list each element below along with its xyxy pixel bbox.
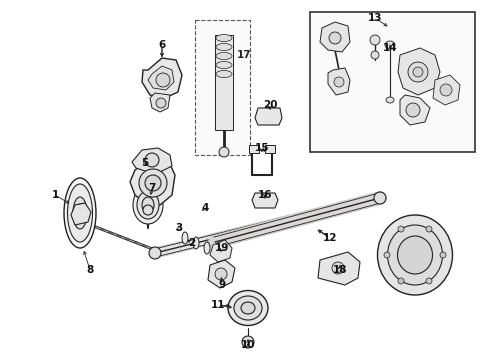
Polygon shape (318, 252, 360, 285)
Ellipse shape (216, 71, 232, 77)
Text: 7: 7 (148, 183, 156, 193)
Bar (195, 20, 250, 155)
Polygon shape (255, 108, 282, 125)
Circle shape (242, 336, 254, 348)
Polygon shape (433, 75, 460, 105)
Ellipse shape (149, 247, 161, 259)
Circle shape (145, 153, 159, 167)
Ellipse shape (142, 197, 154, 213)
Ellipse shape (68, 184, 93, 242)
Ellipse shape (216, 53, 232, 59)
Ellipse shape (385, 41, 395, 49)
Bar (310, 12, 475, 152)
Bar (215, 35, 233, 130)
Circle shape (334, 77, 344, 87)
Text: 12: 12 (323, 233, 337, 243)
Ellipse shape (228, 291, 268, 325)
Circle shape (440, 252, 446, 258)
Text: 20: 20 (263, 100, 277, 110)
Text: 10: 10 (241, 340, 255, 350)
Text: 1: 1 (51, 190, 59, 200)
Text: 18: 18 (333, 265, 347, 275)
Polygon shape (320, 22, 350, 52)
Text: 19: 19 (215, 243, 229, 253)
Polygon shape (400, 95, 430, 125)
Ellipse shape (182, 232, 188, 244)
Ellipse shape (133, 186, 163, 224)
Ellipse shape (388, 225, 442, 285)
Ellipse shape (73, 197, 87, 229)
Circle shape (406, 103, 420, 117)
Circle shape (139, 169, 167, 197)
Circle shape (219, 147, 229, 157)
Circle shape (156, 73, 170, 87)
Circle shape (145, 175, 161, 191)
Text: 8: 8 (86, 265, 94, 275)
Text: 6: 6 (158, 40, 166, 50)
Circle shape (408, 62, 428, 82)
Circle shape (426, 278, 432, 284)
Polygon shape (208, 260, 235, 288)
Polygon shape (130, 158, 175, 205)
Text: 4: 4 (201, 203, 209, 213)
Ellipse shape (193, 237, 199, 249)
Ellipse shape (64, 178, 96, 248)
Bar (249, 145, 259, 153)
Circle shape (329, 32, 341, 44)
Circle shape (398, 278, 404, 284)
Ellipse shape (216, 62, 232, 68)
Polygon shape (132, 148, 172, 172)
Circle shape (143, 205, 153, 215)
Ellipse shape (76, 204, 84, 222)
Text: 14: 14 (383, 43, 397, 53)
Circle shape (332, 262, 344, 274)
Polygon shape (142, 58, 182, 98)
Ellipse shape (216, 44, 232, 50)
Bar (265, 145, 275, 153)
Text: 2: 2 (188, 238, 196, 248)
Circle shape (384, 252, 390, 258)
Ellipse shape (397, 236, 433, 274)
Text: 17: 17 (237, 50, 252, 60)
Polygon shape (328, 68, 350, 95)
Text: 15: 15 (255, 143, 269, 153)
Ellipse shape (386, 97, 394, 103)
Circle shape (398, 226, 404, 232)
Polygon shape (398, 48, 440, 95)
Ellipse shape (216, 35, 232, 41)
Polygon shape (148, 66, 174, 90)
Circle shape (440, 84, 452, 96)
Polygon shape (150, 93, 170, 112)
Text: 11: 11 (211, 300, 225, 310)
Circle shape (370, 35, 380, 45)
Polygon shape (210, 240, 232, 262)
Polygon shape (71, 203, 91, 225)
Polygon shape (252, 193, 278, 208)
Circle shape (215, 268, 227, 280)
Ellipse shape (241, 302, 255, 314)
Ellipse shape (204, 242, 210, 254)
Text: 16: 16 (258, 190, 272, 200)
Ellipse shape (374, 192, 386, 204)
Text: 5: 5 (142, 158, 148, 168)
Text: 3: 3 (175, 223, 183, 233)
Circle shape (413, 67, 423, 77)
Text: 13: 13 (368, 13, 382, 23)
Circle shape (371, 51, 379, 59)
Circle shape (426, 226, 432, 232)
Ellipse shape (377, 215, 452, 295)
Circle shape (156, 98, 166, 108)
Text: 9: 9 (219, 280, 225, 290)
Ellipse shape (234, 296, 262, 320)
Ellipse shape (137, 191, 159, 219)
